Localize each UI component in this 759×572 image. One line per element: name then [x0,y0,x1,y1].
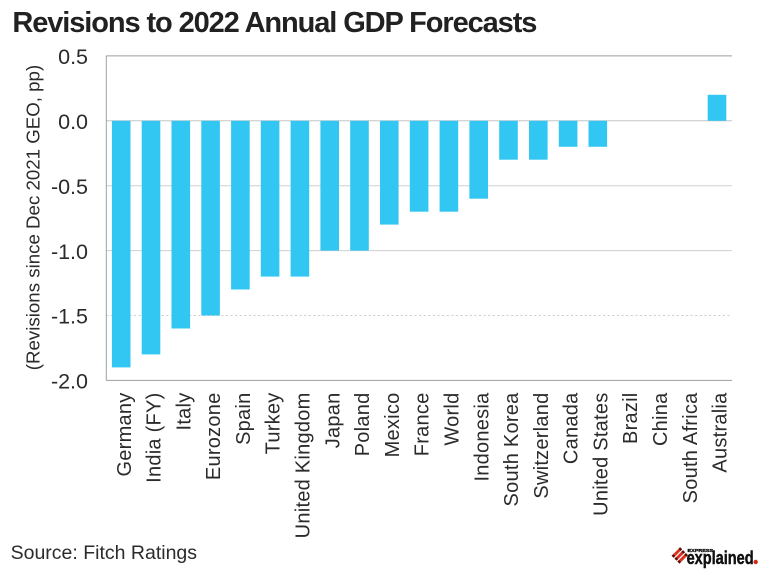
svg-text:explained: explained [687,547,754,568]
svg-text:South Korea: South Korea [501,392,523,507]
svg-text:-2.0: -2.0 [51,370,88,394]
svg-text:Switzerland: Switzerland [531,393,553,499]
svg-text:Revisions to 2022 Annual GDP F: Revisions to 2022 Annual GDP Forecasts [12,7,537,39]
svg-text:World: World [442,393,464,446]
svg-text:United Kingdom: United Kingdom [293,393,315,539]
svg-text:India (FY): India (FY) [144,393,166,483]
svg-text:Canada: Canada [561,392,583,464]
svg-text:Australia: Australia [710,392,732,473]
svg-text:Turkey: Turkey [263,393,285,455]
svg-text:EXPRESS: EXPRESS [688,548,714,554]
svg-text:United States: United States [590,393,612,516]
svg-text:0.0: 0.0 [58,110,88,134]
svg-text:Poland: Poland [352,393,374,457]
svg-text:Source: Fitch Ratings: Source: Fitch Ratings [11,542,198,564]
svg-text:-1.5: -1.5 [51,305,88,329]
svg-text:Italy: Italy [173,393,195,431]
svg-text:South Africa: South Africa [680,392,702,503]
svg-text:Germany: Germany [114,393,136,477]
svg-text:Mexico: Mexico [382,393,404,458]
svg-text:Indonesia: Indonesia [471,392,493,482]
svg-text:China: China [650,392,672,446]
svg-text:Eurozone: Eurozone [203,393,225,481]
svg-text:Japan: Japan [322,393,344,449]
svg-text:0.5: 0.5 [58,45,88,69]
svg-text:France: France [412,393,434,457]
svg-text:(Revisions since Dec 2021 GEO,: (Revisions since Dec 2021 GEO, pp) [23,65,44,370]
svg-text:-0.5: -0.5 [51,175,88,199]
svg-text:-1.0: -1.0 [51,240,88,264]
svg-text:Spain: Spain [233,393,255,445]
svg-text:Brazil: Brazil [620,393,642,445]
